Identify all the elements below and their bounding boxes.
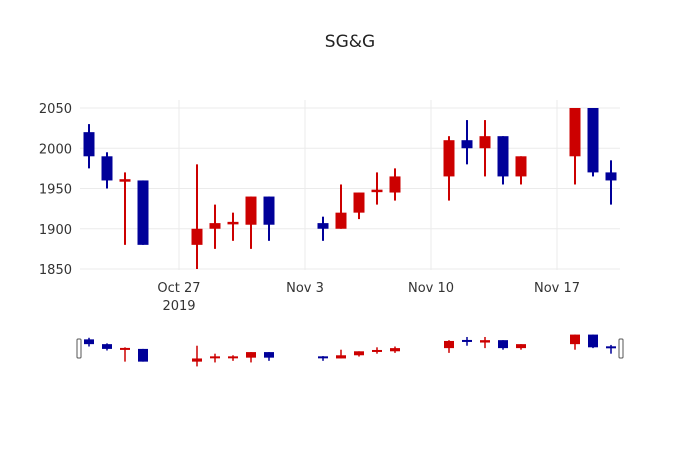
slider-candle-body	[192, 358, 202, 362]
slider-candle-body	[462, 339, 472, 342]
y-tick-label: 2000	[39, 142, 72, 157]
candle[interactable]	[119, 172, 131, 245]
candle-body	[605, 172, 617, 181]
slider-candle-body	[372, 349, 382, 352]
slider-candle-body	[354, 351, 364, 356]
y-tick-label: 1900	[39, 223, 72, 238]
slider-candle-body	[246, 352, 256, 358]
candle[interactable]	[317, 216, 329, 241]
slider-candle-body	[480, 340, 490, 343]
candle-body	[335, 212, 347, 229]
candle[interactable]	[263, 196, 275, 241]
x-tick-label: Oct 27	[157, 281, 200, 296]
slider-candle-body	[606, 346, 616, 349]
candle-body	[497, 136, 509, 177]
slider-candle-body	[390, 348, 400, 352]
candle-body	[245, 196, 257, 225]
candle-body	[209, 223, 221, 229]
candle[interactable]	[137, 180, 149, 245]
candle[interactable]	[371, 172, 383, 205]
candle[interactable]	[605, 160, 617, 205]
y-tick-label: 1950	[39, 183, 72, 198]
slider-candle-body	[336, 355, 346, 359]
candle[interactable]	[245, 196, 257, 249]
candle[interactable]	[587, 108, 599, 177]
y-tick-label: 1850	[39, 263, 72, 278]
y-tick-label: 2050	[39, 102, 72, 117]
candle-body	[227, 221, 239, 225]
x-tick-label: Nov 3	[286, 281, 324, 296]
slider-candle-body	[444, 340, 454, 349]
candles[interactable]	[83, 108, 617, 269]
candle-body	[389, 176, 401, 193]
slider-candle-body	[318, 356, 328, 359]
candle[interactable]	[83, 124, 95, 169]
x-axis-ticks: Oct 27 2019 Nov 3 Nov 10 Nov 17	[157, 281, 580, 314]
slider-candle-body	[498, 340, 508, 349]
candle-body	[353, 192, 365, 213]
slider-candle-body	[588, 334, 598, 348]
candle-body	[371, 189, 383, 193]
candle[interactable]	[443, 136, 455, 201]
candle[interactable]	[569, 108, 581, 185]
candle[interactable]	[209, 204, 221, 249]
range-slider-right-handle[interactable]	[618, 338, 624, 359]
candle-body	[137, 180, 149, 245]
candle[interactable]	[479, 120, 491, 177]
candle[interactable]	[389, 168, 401, 201]
candle-body	[479, 136, 491, 149]
slider-candle-body	[228, 356, 238, 359]
slider-candle-body	[84, 339, 94, 345]
candle-body	[191, 228, 203, 245]
candle[interactable]	[353, 192, 365, 220]
candle-body	[263, 196, 275, 225]
slider-candle-body	[120, 347, 130, 350]
candle[interactable]	[461, 120, 473, 165]
slider-candle-body	[264, 352, 274, 358]
slider-candle-body	[516, 344, 526, 349]
candle-body	[461, 140, 473, 149]
candle-body	[317, 223, 329, 229]
slider-candle-body	[102, 344, 112, 349]
candle-body	[587, 108, 599, 173]
candle[interactable]	[335, 184, 347, 229]
slider-candle-body	[570, 334, 580, 345]
grid-lines	[80, 100, 620, 270]
candle-body	[515, 156, 527, 177]
range-slider-candles	[84, 334, 616, 367]
x-tick-label: Nov 10	[408, 281, 454, 296]
candle[interactable]	[515, 156, 527, 185]
range-slider[interactable]	[76, 334, 624, 367]
x-tick-year: 2019	[162, 299, 195, 314]
candle[interactable]	[497, 136, 509, 185]
candle-body	[101, 156, 113, 181]
candle[interactable]	[191, 164, 203, 269]
candle-body	[83, 132, 95, 157]
candle-body	[119, 179, 131, 182]
x-tick-label: Nov 17	[534, 281, 580, 296]
candle[interactable]	[227, 212, 239, 241]
slider-candle-body	[138, 348, 148, 362]
candle-body	[443, 140, 455, 177]
candle-body	[569, 108, 581, 157]
candle[interactable]	[101, 152, 113, 189]
range-slider-left-handle[interactable]	[76, 338, 82, 359]
slider-candle-body	[210, 356, 220, 359]
chart-title: SG&G	[324, 32, 376, 52]
y-axis-ticks: 1850 1900 1950 2000 2050	[39, 102, 72, 278]
